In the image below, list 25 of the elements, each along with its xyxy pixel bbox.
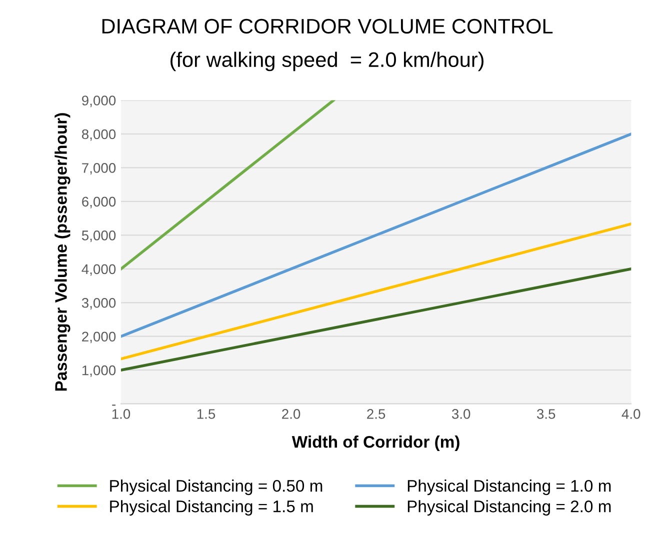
legend-label: Physical Distancing = 1.0 m bbox=[408, 480, 611, 496]
x-axis-title: Width of Corridor (m) bbox=[292, 436, 460, 452]
y-tick-label: 9,000 bbox=[82, 96, 116, 108]
y-tick-label: 8,000 bbox=[82, 129, 116, 141]
legend-label: Physical Distancing = 2.0 m bbox=[408, 500, 611, 516]
x-tick-label: 1.5 bbox=[197, 409, 216, 419]
y-tick-label: 7,000 bbox=[82, 163, 116, 175]
x-tick-label: 1.0 bbox=[112, 409, 130, 419]
y-axis-title: Passenger Volume (pssenger/hour) bbox=[54, 113, 70, 391]
y-tick-label: 2,000 bbox=[82, 332, 116, 344]
x-tick-label: 4.0 bbox=[622, 409, 640, 419]
x-tick-label: 2.0 bbox=[282, 409, 300, 419]
legend-label: Physical Distancing = 0.50 m bbox=[110, 480, 322, 496]
y-tick-label: - bbox=[112, 404, 116, 406]
chart-subtitle: (for walking speed = 2.0 km/hour) bbox=[170, 52, 484, 72]
y-tick-label: 1,000 bbox=[82, 365, 116, 377]
y-tick-label: 4,000 bbox=[82, 264, 116, 276]
y-tick-label: 3,000 bbox=[82, 298, 116, 310]
chart-title: DIAGRAM OF CORRIDOR VOLUME CONTROL bbox=[102, 18, 553, 34]
legend-label: Physical Distancing = 1.5 m bbox=[110, 500, 313, 516]
y-tick-label: 6,000 bbox=[82, 196, 116, 208]
x-tick-label: 3.5 bbox=[536, 409, 556, 419]
y-tick-label: 5,000 bbox=[82, 230, 116, 242]
x-tick-label: 3.0 bbox=[452, 409, 470, 419]
x-tick-label: 2.5 bbox=[367, 409, 386, 419]
